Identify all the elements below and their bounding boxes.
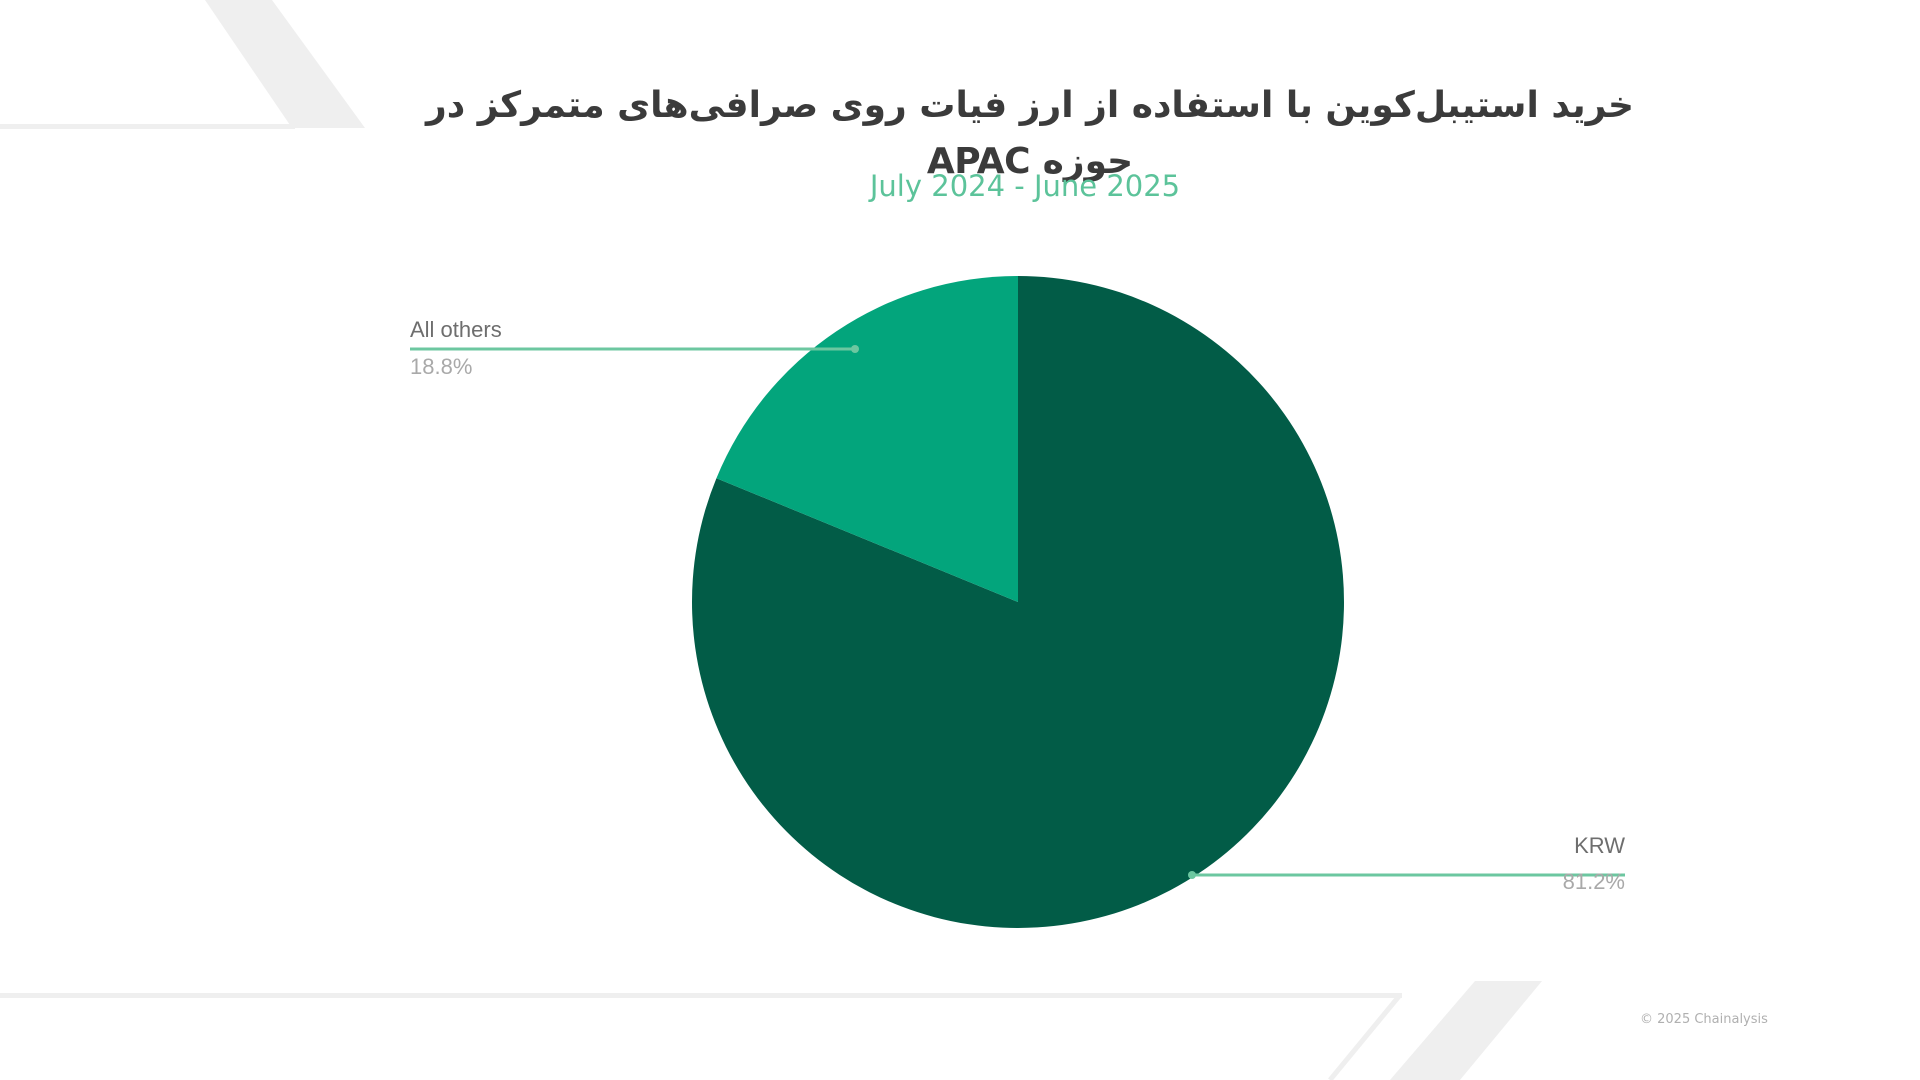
pie-slice-krw [691, 276, 1344, 928]
chart-subtitle: July 2024 - June 2025 [869, 169, 1181, 203]
leader-dot-all-others [851, 345, 859, 353]
pie-slices [691, 276, 1344, 928]
leader-lines [410, 345, 1625, 879]
chart-title: خرید استیبل‌کوین با استفاده از ارز فیات … [426, 85, 1634, 182]
label-krw-value: 81.2% [1562, 869, 1625, 894]
leader-dot-krw [1188, 871, 1196, 879]
label-krw: KRW [1574, 833, 1625, 858]
pie-slice-all-others [716, 276, 1018, 602]
label-all-others-value: 18.8% [410, 354, 473, 379]
label-all-others: All others [410, 317, 502, 342]
copyright-text: © 2025 Chainalysis [1640, 1012, 1768, 1027]
